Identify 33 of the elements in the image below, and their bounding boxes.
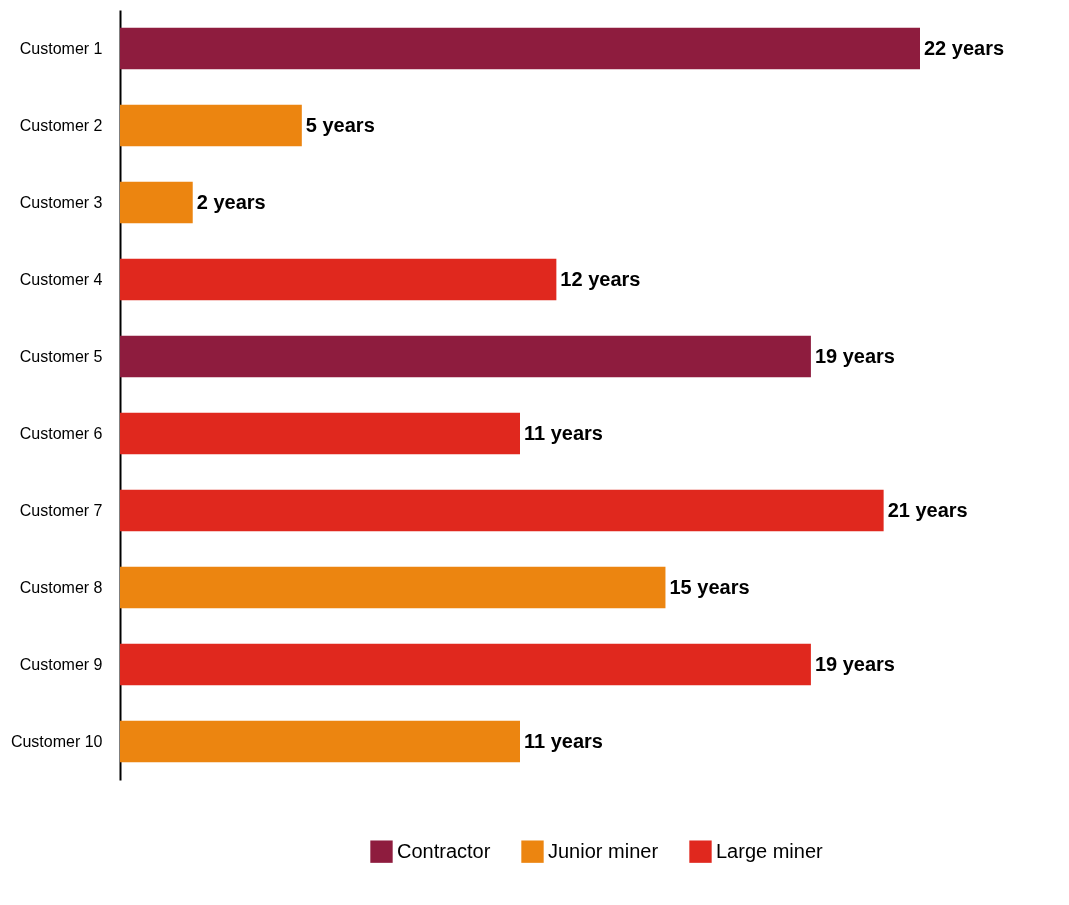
bar <box>120 258 557 301</box>
y-tick-label: Customer 1 <box>19 39 103 57</box>
bar <box>120 489 884 532</box>
bar <box>120 720 520 763</box>
y-tick-label: Customer 10 <box>10 732 103 750</box>
y-tick-label: Customer 3 <box>19 193 103 211</box>
y-tick-label: Customer 5 <box>19 347 103 365</box>
data-label: 21 years <box>887 498 968 521</box>
y-tick-label: Customer 9 <box>19 655 103 673</box>
y-tick-label: Customer 6 <box>19 424 103 442</box>
bar <box>120 181 193 224</box>
y-tick-label: Customer 7 <box>19 501 103 519</box>
bar <box>120 104 302 147</box>
data-label: 12 years <box>560 267 641 290</box>
data-label: 5 years <box>305 113 375 136</box>
legend-label: Large miner <box>716 839 824 862</box>
bar <box>120 566 666 609</box>
data-label: 15 years <box>669 575 750 598</box>
bar <box>120 643 811 686</box>
data-label: 2 years <box>196 190 266 213</box>
bar <box>120 27 920 70</box>
data-label: 22 years <box>924 36 1005 59</box>
data-label: 11 years <box>524 729 603 752</box>
legend-label: Junior miner <box>548 839 659 862</box>
data-label: 11 years <box>524 421 603 444</box>
y-tick-label: Customer 8 <box>19 578 103 596</box>
data-label: 19 years <box>814 344 895 367</box>
bar <box>120 335 811 378</box>
legend-label: Contractor <box>397 839 491 862</box>
y-tick-label: Customer 4 <box>19 270 103 288</box>
bar <box>120 412 520 455</box>
data-label: 19 years <box>814 652 895 675</box>
y-tick-label: Customer 2 <box>19 116 103 134</box>
